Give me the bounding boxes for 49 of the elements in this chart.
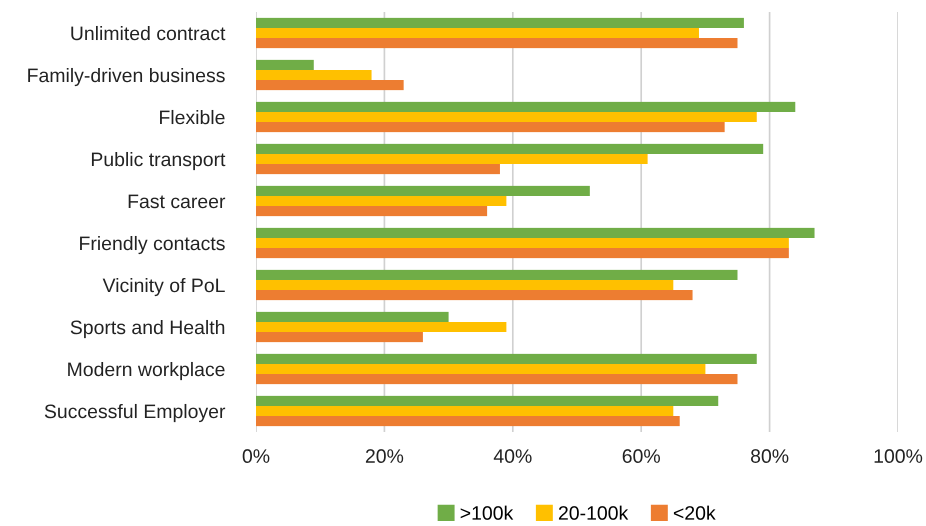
x-tick-label: 40% [494,449,532,463]
bar [256,290,693,300]
bar [256,416,680,426]
x-tick-label: 60% [622,449,660,463]
y-tick-label: Fast career [128,194,226,208]
bar [256,248,789,258]
x-tick-label: 100% [874,449,922,463]
bar [256,186,590,196]
bar [256,80,404,90]
legend-label: <20k [674,506,716,520]
y-tick-label: Friendly contacts [80,236,225,254]
legend-label: >100k [460,506,514,520]
bar [256,228,815,238]
bar [256,122,725,132]
y-tick-label: Family-driven business [28,68,225,86]
x-tick-label: 0% [242,449,270,463]
bar [256,164,500,174]
bar [256,206,488,216]
bar [256,144,764,154]
y-tick-label: Sports and Health [70,320,224,338]
bar [256,322,506,332]
x-tick-label: 20% [366,449,404,463]
bar [256,102,796,112]
bar [256,70,372,80]
bar [256,112,757,122]
y-tick-label: Public transport [92,152,226,170]
bar [256,406,674,416]
y-tick-label: Vicinity of PoL [102,278,225,296]
x-tick-label: 80% [750,449,788,463]
bar [256,18,744,28]
bar [256,396,718,406]
bar [256,312,449,322]
y-tick-label: Modern workplace [68,362,225,380]
bar [256,238,789,248]
bar [256,38,738,48]
bar [256,196,506,206]
bar [256,28,699,38]
bar [256,364,706,374]
bar [256,354,757,364]
y-tick-label: Flexible [160,110,225,124]
y-tick-label: Unlimited contract [71,26,226,40]
bar [256,332,423,342]
bar [256,60,314,70]
bar [256,154,648,164]
bar [256,270,738,280]
legend-label: 20-100k [558,506,628,520]
bar [256,374,738,384]
y-tick-label: Successful Employer [44,404,226,422]
bar [256,280,674,290]
